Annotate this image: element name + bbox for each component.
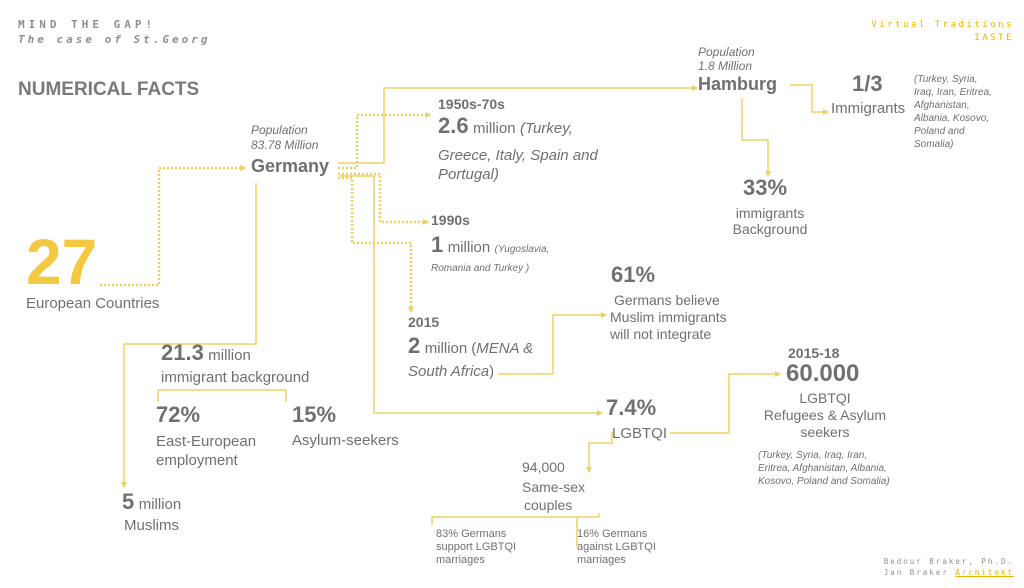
third-value: 1/3 (852, 71, 883, 96)
wave-1990-period: 1990s (431, 212, 470, 228)
header-subtitle: The case of St.Georg (18, 33, 211, 46)
germany-name: Germany (251, 156, 330, 176)
lgbtqi-label: LGBTQI (612, 425, 668, 442)
bracket-background (157, 389, 287, 402)
belief-text: Germans believe Muslim immigrants will n… (610, 292, 727, 342)
wave-1990-origins-2: Romania and Turkey ) (431, 263, 530, 274)
refugees-period: 2015-18 (788, 345, 840, 361)
background-label: immigrant background (161, 369, 310, 386)
link-germany-1990s (338, 172, 429, 225)
lgbtqi-value: 7.4% (606, 395, 657, 420)
wave-1990-text: 1 million (Yugoslavia, (431, 232, 550, 257)
refugees-origins: (Turkey, Syria, Iraq, Iran, Eritrea, Afg… (758, 450, 890, 487)
east-label: East-European employment (156, 433, 257, 469)
wave-2015-origins-2: South Africa) (408, 363, 495, 380)
link-germany-muslims (121, 183, 257, 488)
header-right-2: IASTE (974, 33, 1014, 43)
link-germany-hamburg (338, 85, 698, 164)
hamburg-name: Hamburg (698, 74, 778, 94)
wave-2015-text: 2 million (MENA & (408, 333, 534, 358)
germany-pop-value: 83.78 Million (251, 138, 319, 152)
wave-1950-text: 2.6 million (Turkey, (438, 113, 573, 138)
against-text: 16% Germans against LGBTQI marriages (577, 528, 656, 566)
third-label: Immigrants (831, 100, 906, 117)
hamburg-pop-value: 1.8 Million (698, 59, 753, 73)
wave-2015-period: 2015 (408, 314, 440, 330)
link-germany-lgbtqi (340, 175, 603, 416)
eu-label: European Countries (26, 295, 160, 312)
support-text: 83% Germans support LGBTQI marriages (436, 528, 517, 566)
wave-1950-origins-3: Portugal) (438, 166, 499, 183)
header-title: MIND THE GAP! (18, 18, 157, 31)
link-lgbtqi-refugees (670, 371, 781, 434)
header-right-1: Virtual Traditions (871, 20, 1014, 30)
page-title: NUMERICAL FACTS (18, 79, 200, 100)
couples-label: Same-sex couples (522, 479, 586, 513)
couples-value: 94,000 (522, 459, 565, 475)
asylum-label: Asylum-seekers (292, 432, 399, 449)
link-hamburg-third (790, 84, 829, 115)
belief-value: 61% (611, 262, 656, 287)
link-eu-germany (100, 165, 246, 287)
link-germany-2015 (338, 176, 414, 313)
link-germany-1950s (338, 112, 431, 170)
muslims-value: 5 million (122, 489, 182, 514)
refugees-label: LGBTQI Refugees & Asylum seekers (763, 390, 887, 440)
hamburg-pop-label: Population (698, 45, 755, 59)
bracket-couples-left (431, 516, 576, 525)
hamburg-bg-label: immigrants Background (732, 205, 808, 237)
link-lgbtqi-couples (586, 432, 613, 473)
east-value: 72% (156, 402, 201, 427)
link-2015-61 (498, 312, 607, 375)
third-origins: (Turkey, Syria, Iraq, Iran, Eritrea, Afg… (914, 74, 992, 150)
asylum-value: 15% (292, 402, 337, 427)
wave-1950-origins-2: Greece, Italy, Spain and (438, 147, 598, 164)
bracket-couples (576, 513, 600, 547)
muslims-label: Muslims (124, 517, 179, 534)
germany-pop-label: Population (251, 123, 308, 137)
hamburg-bg-value: 33% (743, 175, 788, 200)
refugees-value: 60.000 (786, 360, 860, 387)
eu-count: 27 (26, 226, 98, 298)
wave-1950-period: 1950s-70s (438, 96, 505, 112)
footer-credit: Bedour Braker, Ph.D. Jan Braker Architek… (883, 557, 1014, 577)
footer-link[interactable]: Architekt (955, 568, 1014, 577)
background-value: 21.3 million (161, 340, 251, 365)
link-hamburg-33 (741, 98, 771, 177)
